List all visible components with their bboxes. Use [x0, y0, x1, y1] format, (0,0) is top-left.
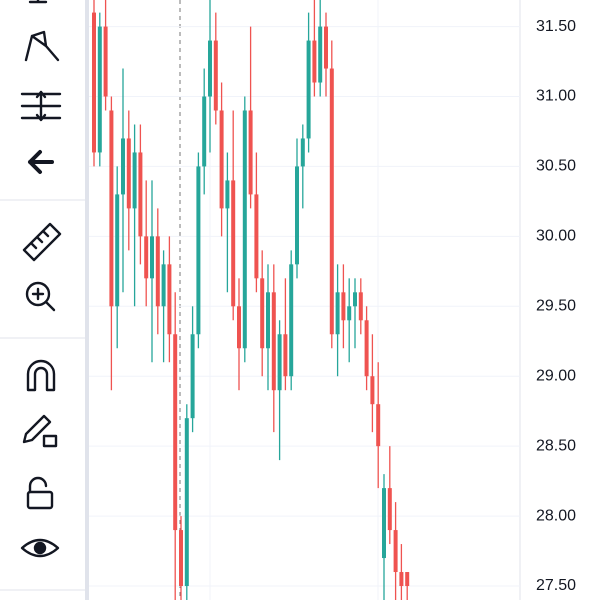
pencil-lock[interactable] — [22, 414, 52, 444]
zoom-tool[interactable] — [31, 287, 56, 312]
candle-body — [132, 152, 137, 209]
candle-body — [295, 166, 299, 265]
candle-body — [225, 180, 230, 209]
candle-body — [184, 418, 189, 587]
candle-body — [393, 530, 398, 573]
magnet-tool[interactable] — [26, 359, 56, 392]
candle-body — [382, 488, 386, 559]
y-tick-label: 30.00 — [536, 228, 576, 245]
candle-body — [341, 292, 346, 321]
candle-body — [306, 40, 311, 139]
y-tick-label: 29.00 — [536, 367, 576, 384]
candle-body — [347, 306, 352, 321]
candle-body — [324, 26, 328, 69]
eye-tool[interactable] — [20, 538, 60, 558]
candle-body — [190, 334, 195, 419]
candle-body — [126, 138, 131, 209]
price-axis: 31.50 31.00 30.50 30.00 29.50 29.00 28.50 28.00… — [536, 18, 576, 594]
candle-body — [109, 110, 114, 307]
candle-body — [271, 292, 276, 391]
candle-body — [300, 138, 305, 167]
candle-body — [358, 292, 363, 321]
candle-body — [266, 292, 270, 349]
candle-body — [231, 180, 236, 307]
candle-body — [196, 166, 201, 335]
candle-body — [376, 404, 381, 447]
y-tick-label: 29.50 — [536, 298, 576, 315]
y-tick-label: 28.50 — [536, 437, 576, 454]
tool-icons[interactable] — [20, 0, 62, 558]
candle-body — [248, 110, 253, 195]
candle-body — [150, 236, 154, 279]
candle-body — [329, 68, 334, 335]
candle-body — [219, 110, 224, 209]
candle-body — [138, 152, 143, 237]
candle-body — [318, 26, 323, 83]
toolbar — [0, 0, 85, 600]
pattern-tool[interactable] — [24, 30, 60, 62]
y-tick-label: 28.00 — [536, 507, 576, 524]
text-tool[interactable] — [28, 0, 48, 4]
toolbar-border — [85, 0, 89, 600]
candle-body — [335, 292, 340, 335]
candle-body — [387, 488, 392, 531]
candle-body — [353, 292, 357, 307]
candle-body — [283, 334, 288, 377]
candle-body — [260, 278, 265, 349]
candle-body — [312, 40, 317, 83]
candle-body — [237, 306, 241, 349]
candle-body — [173, 334, 178, 531]
candle-body — [92, 12, 96, 153]
ruler-tool[interactable] — [22, 222, 62, 262]
candle-body — [364, 320, 369, 377]
grid — [89, 26, 520, 587]
candle-body — [277, 334, 282, 391]
candle-body — [144, 236, 149, 279]
candle-body — [405, 572, 410, 587]
candle-body — [179, 530, 183, 587]
back-button[interactable] — [28, 150, 54, 174]
candle-body — [97, 26, 102, 153]
candle-body — [155, 236, 160, 307]
candle-body — [289, 264, 294, 377]
candle-body — [399, 572, 404, 587]
y-tick-label: 27.50 — [536, 577, 576, 594]
candles — [92, 0, 410, 600]
y-tick-label: 31.00 — [536, 88, 576, 105]
candle-body — [208, 40, 212, 97]
candle-body — [254, 194, 259, 279]
measure-tool[interactable] — [20, 90, 62, 122]
candle-body — [242, 110, 247, 349]
y-tick-label: 30.50 — [536, 158, 576, 175]
candle-body — [167, 264, 172, 335]
candle-body — [121, 138, 125, 195]
lock-tool[interactable] — [28, 476, 48, 494]
y-tick-label: 31.50 — [536, 18, 576, 35]
candle-body — [103, 26, 108, 97]
candle-body — [115, 194, 120, 307]
candle-body — [161, 264, 166, 307]
candle-body — [213, 40, 218, 111]
candle-body — [370, 376, 375, 405]
candle-body — [202, 96, 207, 167]
